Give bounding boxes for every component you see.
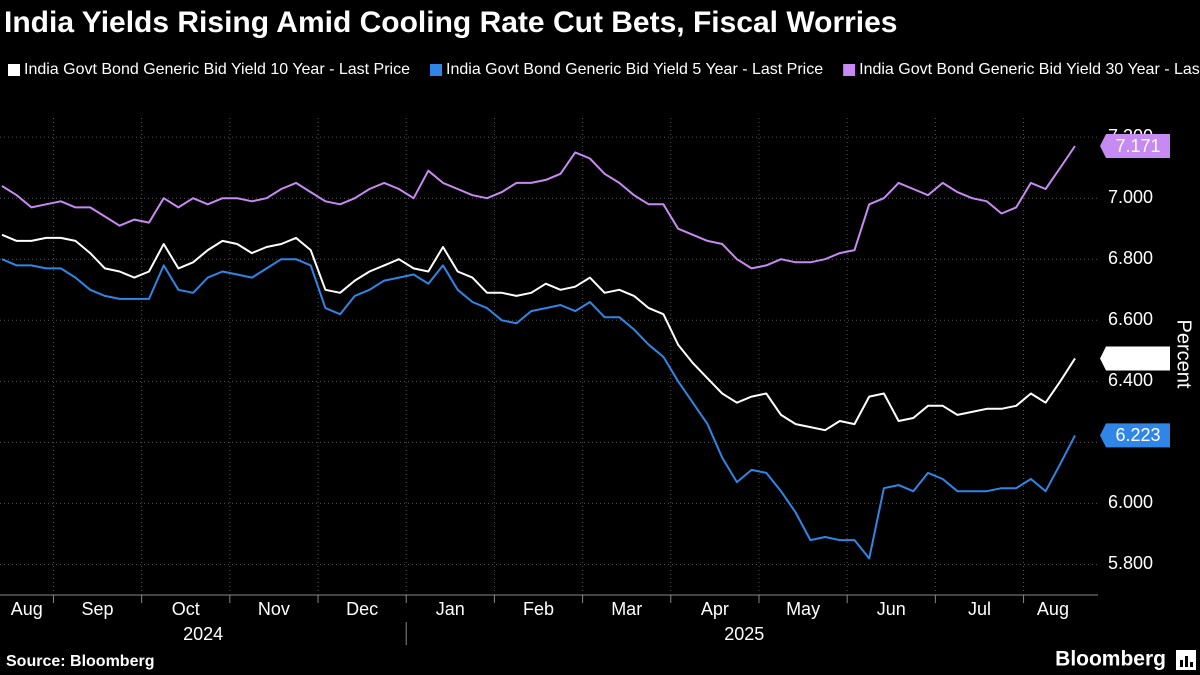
- x-tick-label: Aug: [1037, 599, 1069, 619]
- y-tick-label: 6.000: [1108, 492, 1153, 512]
- x-tick-label: Aug: [11, 599, 43, 619]
- series-line: [1, 258, 1076, 560]
- x-tick-label: Apr: [701, 599, 729, 619]
- x-tick-label: Oct: [172, 599, 200, 619]
- y-tick-label: 6.800: [1108, 248, 1153, 268]
- legend-swatch: [8, 64, 20, 76]
- y-tick-label: 7.000: [1108, 187, 1153, 207]
- y-tick-label: 5.800: [1108, 553, 1153, 573]
- legend-label: India Govt Bond Generic Bid Yield 5 Year…: [446, 61, 823, 78]
- x-tick-label: Nov: [258, 599, 290, 619]
- y-tick-label: 6.400: [1108, 370, 1153, 390]
- source: Source: Bloomberg: [6, 653, 154, 670]
- x-tick-label: Jun: [877, 599, 906, 619]
- chart-title: India Yields Rising Amid Cooling Rate Cu…: [4, 6, 898, 39]
- x-tick-label: Sep: [82, 599, 114, 619]
- year-label: 2025: [724, 624, 764, 644]
- y-tick-label: 6.600: [1108, 309, 1153, 329]
- logo-icon: [1176, 650, 1196, 670]
- legend-swatch: [430, 64, 443, 76]
- x-tick-label: Jul: [968, 599, 991, 619]
- logo: Bloomberg: [1055, 648, 1166, 671]
- series-line: [1, 145, 1076, 270]
- legend-swatch: [843, 64, 856, 76]
- legend-label: India Govt Bond Generic Bid Yield 10 Yea…: [24, 61, 410, 78]
- x-tick-label: May: [786, 599, 820, 619]
- last-value-box: [1100, 134, 1170, 159]
- last-value-label: 6.475: [1115, 348, 1160, 368]
- last-value-label: 6.223: [1115, 425, 1160, 445]
- last-value-box: [1100, 423, 1170, 448]
- y-axis-label: Percent: [1173, 320, 1195, 389]
- legend-label: India Govt Bond Generic Bid Yield 30 Yea…: [859, 61, 1200, 78]
- last-value-label: 7.171: [1115, 136, 1160, 156]
- x-tick-label: Mar: [611, 599, 642, 619]
- year-label: 2024: [183, 624, 223, 644]
- x-tick-label: Jan: [436, 599, 465, 619]
- x-tick-label: Dec: [346, 599, 378, 619]
- series-line: [1, 233, 1076, 432]
- last-value-box: [1100, 346, 1170, 371]
- x-tick-label: Feb: [523, 599, 554, 619]
